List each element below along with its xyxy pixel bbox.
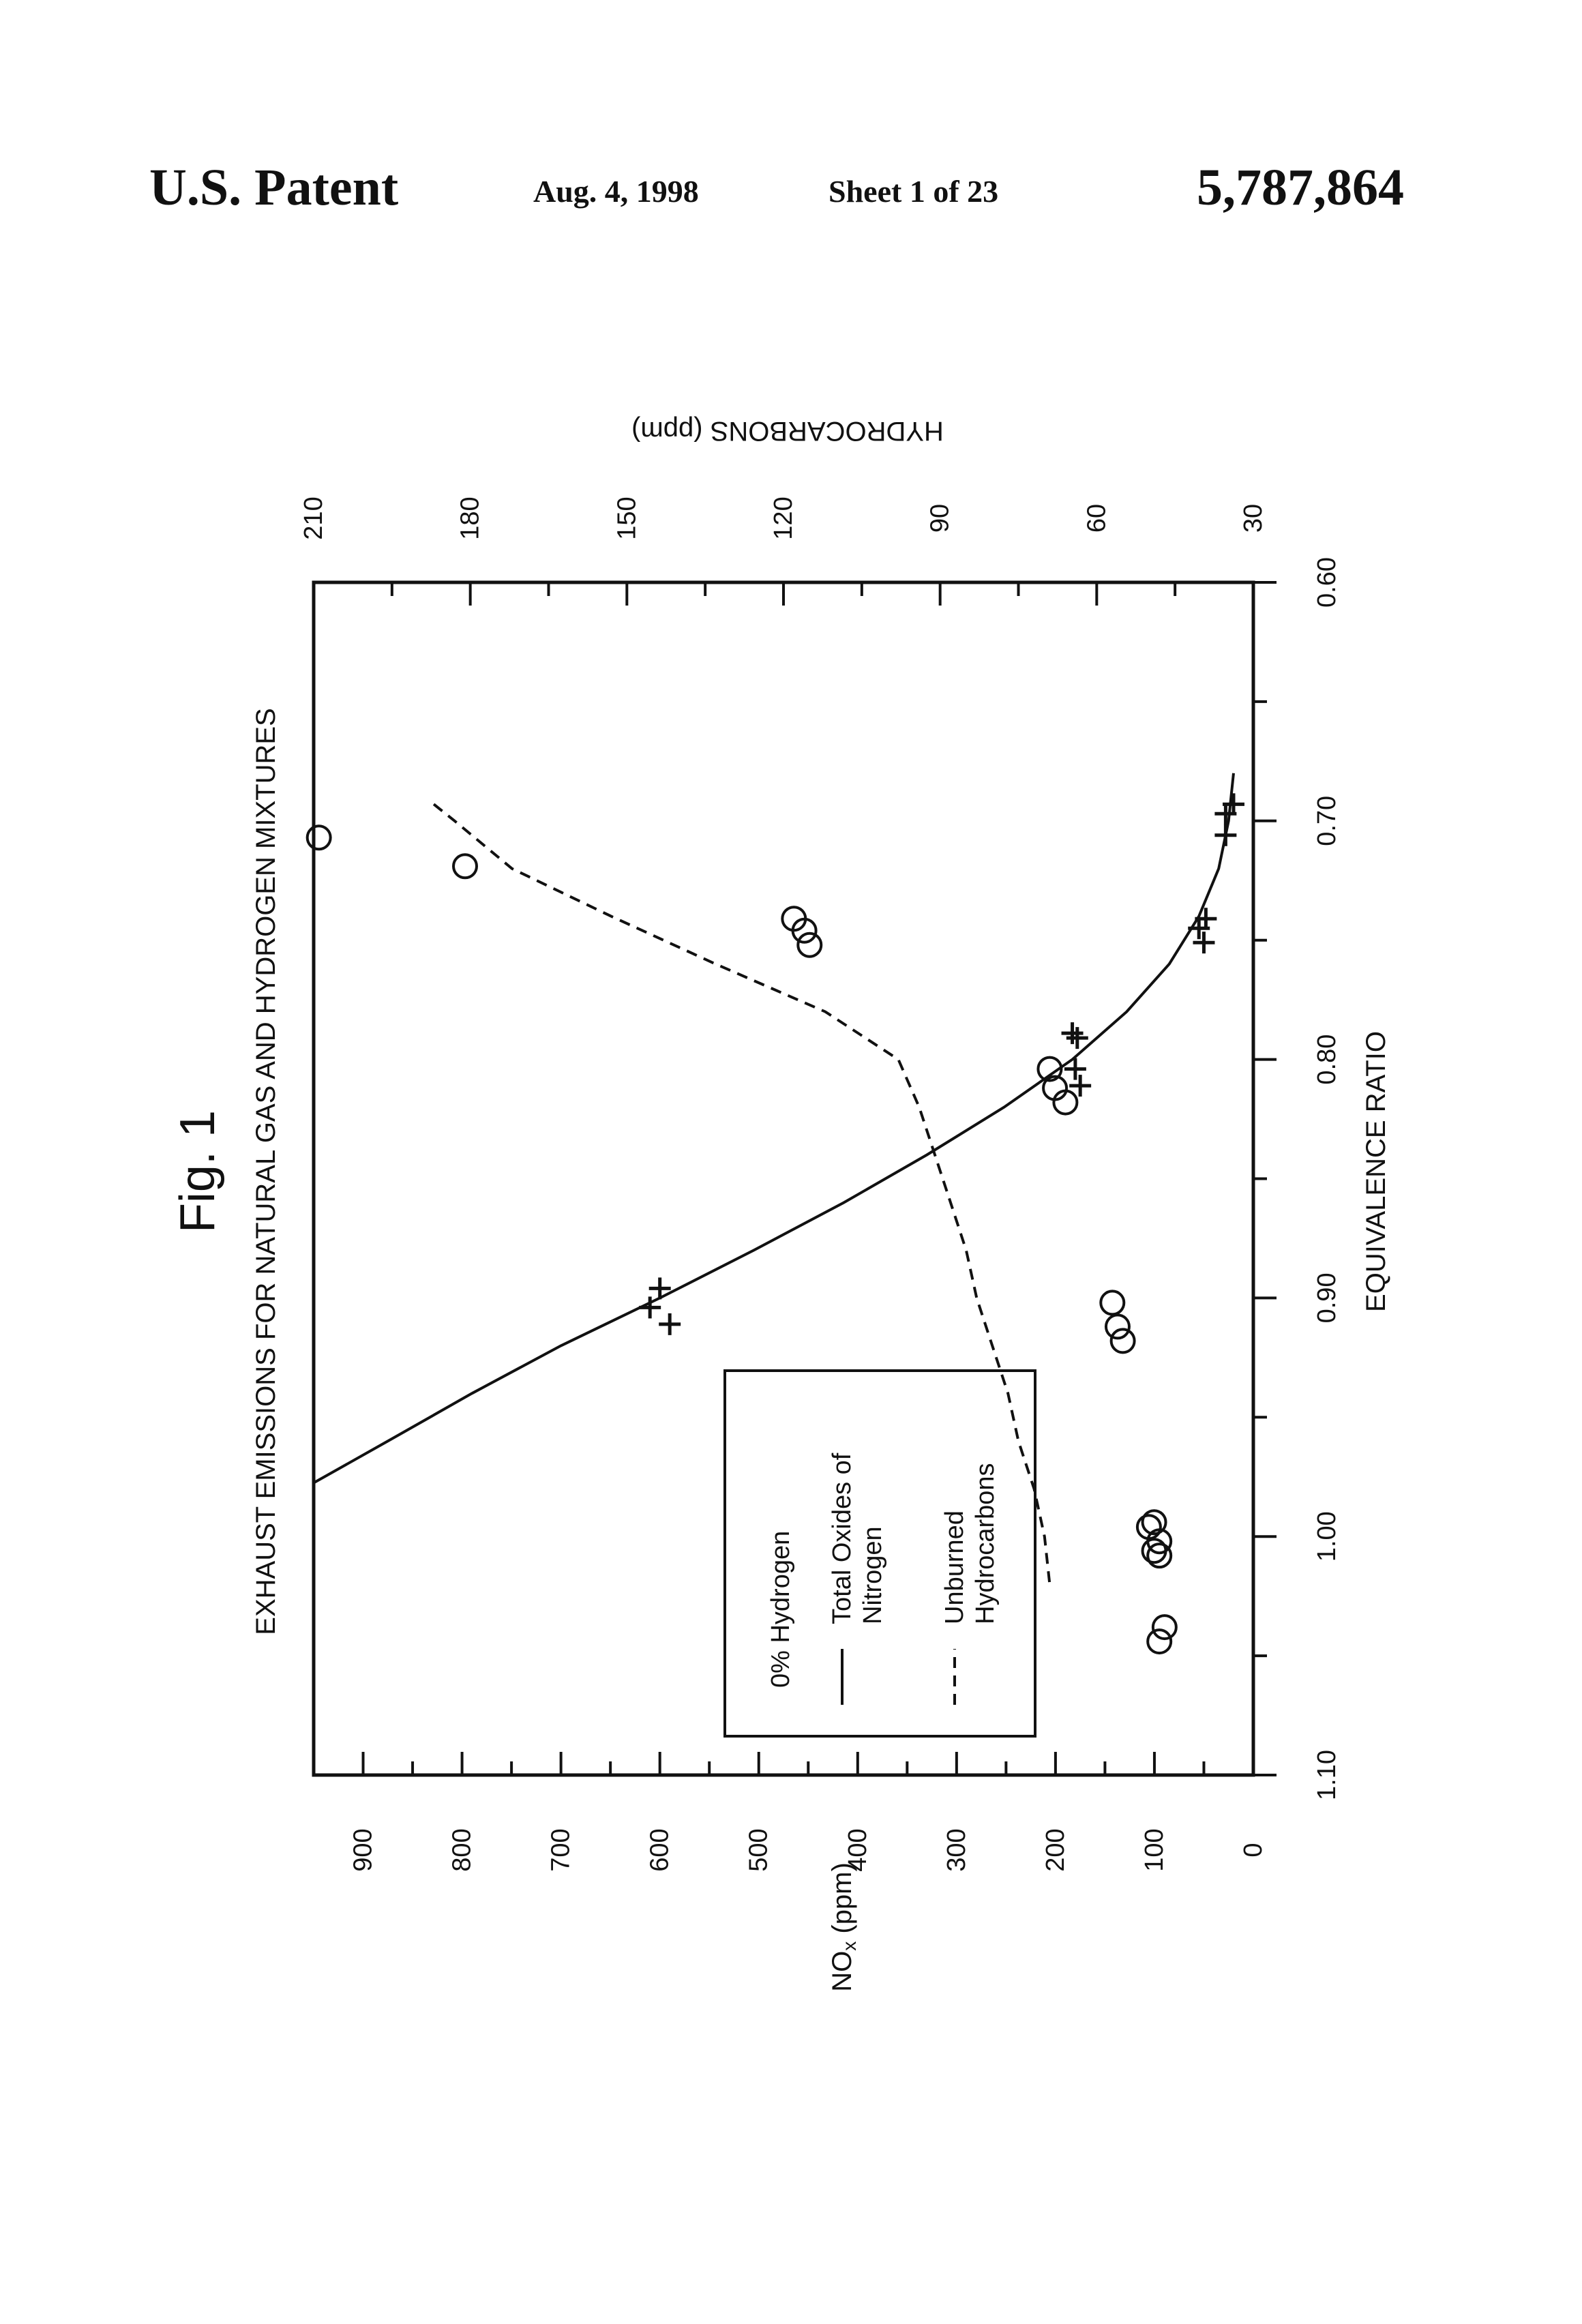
hc-tick-label: 150 [612,496,641,539]
hc-tick-label: 60 [1082,504,1111,533]
hc-tick-label: 120 [769,496,798,539]
nox-point [659,1313,681,1335]
hydrocarbon-point [1148,1630,1171,1653]
hydrocarbon-point [1148,1544,1171,1567]
hydrocarbon-point [1106,1315,1129,1338]
legend-entry-label: Total Oxides of [828,1452,856,1624]
x-tick-label: 0.80 [1313,1034,1341,1085]
nox-point [1193,932,1214,953]
hydrocarbon-point [308,826,331,849]
nox-tick-label: 200 [1041,1828,1070,1871]
hc-tick-label: 90 [926,504,955,533]
legend-title: 0% Hydrogen [766,1531,795,1688]
legend-entry-label: Nitrogen [859,1526,887,1624]
x-tick-label: 1.10 [1313,1750,1341,1800]
x-tick-label: 0.60 [1313,557,1341,608]
nox-tick-label: 100 [1140,1828,1169,1871]
legend-entry-label: Unburned [940,1510,969,1624]
nox-tick-label: 0 [1239,1843,1268,1857]
hc-tick-label: 30 [1239,504,1268,533]
hc-tick-label: 210 [299,496,328,539]
x-tick-label: 0.70 [1313,796,1341,846]
nox-point [649,1277,671,1299]
legend-entry-label: Hydrocarbons [971,1463,1000,1624]
nox-point [1062,1022,1084,1044]
hydrocarbon-point [1153,1615,1176,1639]
hydrocarbon-point [453,854,477,878]
nox-point [1066,1027,1088,1049]
figure-label: Fig. 1 [170,1110,225,1233]
x-tick-label: 0.90 [1313,1272,1341,1323]
nox-tick-label: 300 [942,1828,971,1871]
nox-tick-label: 900 [349,1828,378,1871]
nox-tick-label: 700 [547,1828,576,1871]
nox-tick-label: 600 [646,1828,674,1871]
hc-tick-label: 180 [456,496,485,539]
x-axis-label: EQUIVALENCE RATIO [1361,1031,1391,1312]
nox-tick-label: 800 [448,1828,477,1871]
hydrocarbon-point [1101,1291,1124,1314]
nox-tick-label: 500 [745,1828,773,1871]
hc-axis-label: HYDROCARBONS (ppm) [631,416,944,446]
chart-title: EXHAUST EMISSIONS FOR NATURAL GAS AND HY… [251,708,281,1635]
nox-point [1214,824,1236,846]
hydrocarbon-point [1111,1329,1135,1352]
hydrocarbon-point [798,934,821,957]
x-tick-label: 1.00 [1313,1511,1341,1562]
nox-axis-label: NOx (ppm) [827,1862,860,1992]
